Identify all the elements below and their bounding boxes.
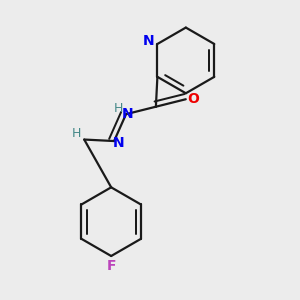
Text: N: N — [122, 107, 133, 121]
Text: O: O — [187, 92, 199, 106]
Text: F: F — [106, 259, 116, 273]
Text: H: H — [114, 102, 123, 115]
Text: N: N — [143, 34, 155, 48]
Text: H: H — [72, 127, 81, 140]
Text: N: N — [113, 136, 124, 149]
